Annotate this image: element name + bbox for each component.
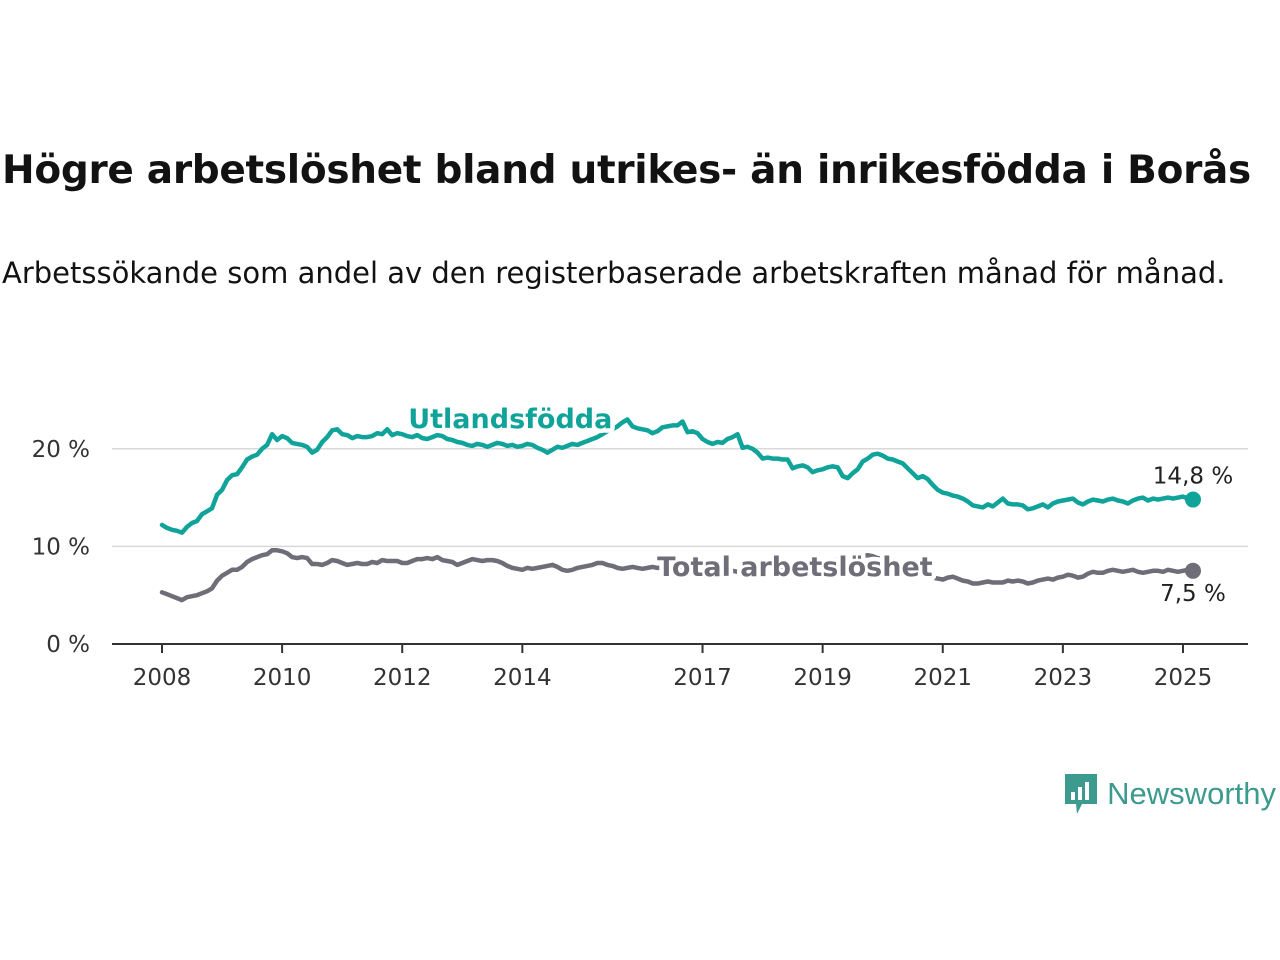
y-axis-ticks: 0 % 10 % 20 % [32,437,90,658]
series-line-utlandsfodda [159,417,1196,535]
x-tick-label: 2012 [373,665,432,691]
series-name-label: Utlandsfödda [408,404,612,435]
newsworthy-brand: Newsworthy [1063,772,1276,816]
brand-name: Newsworthy [1107,776,1276,811]
series-end-point [1184,491,1201,508]
series-end-label: 14,8 % [1153,464,1233,490]
y-tick-label: 20 % [32,437,90,463]
x-tick-label: 2021 [913,665,972,691]
x-tick-label: 2017 [673,665,732,691]
x-tick-label: 2010 [253,665,312,691]
x-tick-label: 2025 [1154,665,1213,691]
series-labels: 14,8 % Utlandsfödda 7,5 % Total arbetslöshe… [404,400,1233,607]
series-line-total [159,548,1196,603]
chart-subtitle: Arbetssökande som andel av den registerb… [2,256,1226,290]
series-end-point [1184,562,1201,579]
series-end-label: 7,5 % [1160,581,1226,607]
series-name-label: Total arbetslöshet [657,552,933,583]
y-tick-label: 0 % [46,632,90,658]
newsworthy-logo-icon [1065,774,1098,814]
x-tick-label: 2023 [1034,665,1093,691]
x-tick-label: 2019 [793,665,852,691]
y-tick-label: 10 % [32,534,90,560]
chart-title: Högre arbetslöshet bland utrikes- än inr… [2,148,1251,193]
gridlines [112,448,1248,645]
x-tick-label: 2014 [493,665,552,691]
x-tick-label: 2008 [133,665,192,691]
x-axis-ticks: 2008 2010 2012 2014 2017 2019 2021 2023 2025 [133,644,1213,691]
line-chart: 0 % 10 % 20 % 2008 2010 2012 2014 2017 2019 2021… [32,400,1248,691]
series-lines [159,417,1201,603]
